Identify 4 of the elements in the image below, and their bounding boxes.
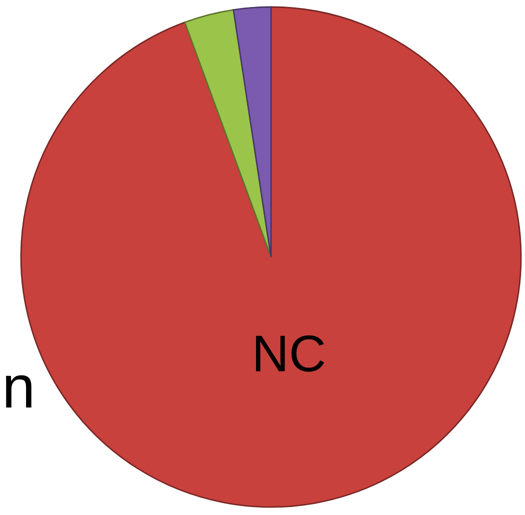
pie-slice bbox=[184, 9, 272, 258]
slice-label: NC bbox=[256, 335, 324, 372]
pie-slice bbox=[232, 6, 272, 258]
text: n bbox=[6, 375, 32, 408]
